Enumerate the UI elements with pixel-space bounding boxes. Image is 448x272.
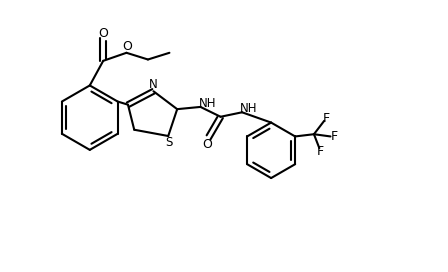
Text: F: F [323,112,330,125]
Text: O: O [202,138,212,151]
Text: NH: NH [198,97,216,110]
Text: NH: NH [240,102,258,115]
Text: F: F [331,130,338,143]
Text: F: F [317,145,324,158]
Text: S: S [165,136,173,149]
Text: O: O [122,40,132,53]
Text: N: N [149,79,157,91]
Text: O: O [98,27,108,40]
